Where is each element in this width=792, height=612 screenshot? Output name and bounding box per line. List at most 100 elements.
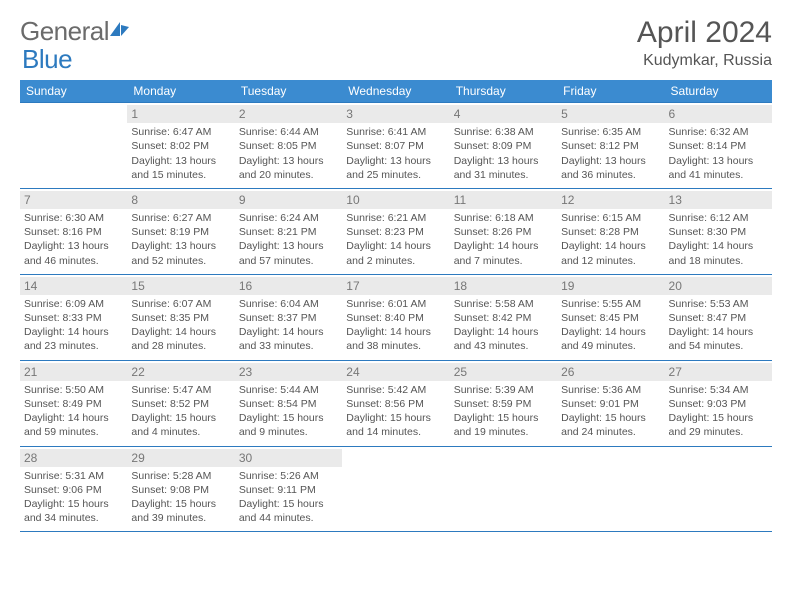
calendar-day-cell — [450, 446, 557, 532]
calendar-day-cell: 4 Sunrise: 6:38 AMSunset: 8:09 PMDaylight… — [450, 103, 557, 189]
day-number: 10 — [342, 191, 449, 209]
day-number: 26 — [557, 363, 664, 381]
calendar-day-cell: 14 Sunrise: 6:09 AMSunset: 8:33 PMDayligh… — [20, 274, 127, 360]
day-details: Sunrise: 5:28 AMSunset: 9:08 PMDaylight:… — [131, 469, 230, 526]
weekday-header: Tuesday — [235, 80, 342, 103]
calendar-day-cell: 7 Sunrise: 6:30 AMSunset: 8:16 PMDaylight… — [20, 188, 127, 274]
calendar-day-cell: 5 Sunrise: 6:35 AMSunset: 8:12 PMDaylight… — [557, 103, 664, 189]
calendar-day-cell: 6 Sunrise: 6:32 AMSunset: 8:14 PMDaylight… — [665, 103, 772, 189]
day-number: 5 — [557, 105, 664, 123]
day-details: Sunrise: 6:12 AMSunset: 8:30 PMDaylight:… — [669, 211, 768, 268]
day-details: Sunrise: 5:39 AMSunset: 8:59 PMDaylight:… — [454, 383, 553, 440]
day-number: 18 — [450, 277, 557, 295]
calendar-day-cell: 29 Sunrise: 5:28 AMSunset: 9:08 PMDayligh… — [127, 446, 234, 532]
day-number: 28 — [20, 449, 127, 467]
day-details: Sunrise: 6:32 AMSunset: 8:14 PMDaylight:… — [669, 125, 768, 182]
month-title: April 2024 — [637, 16, 772, 50]
day-number: 27 — [665, 363, 772, 381]
calendar-day-cell: 12 Sunrise: 6:15 AMSunset: 8:28 PMDayligh… — [557, 188, 664, 274]
calendar-day-cell — [20, 103, 127, 189]
day-details: Sunrise: 6:18 AMSunset: 8:26 PMDaylight:… — [454, 211, 553, 268]
day-number: 25 — [450, 363, 557, 381]
logo: General — [20, 16, 133, 47]
calendar-day-cell: 19 Sunrise: 5:55 AMSunset: 8:45 PMDayligh… — [557, 274, 664, 360]
day-number: 4 — [450, 105, 557, 123]
calendar-day-cell: 8 Sunrise: 6:27 AMSunset: 8:19 PMDaylight… — [127, 188, 234, 274]
day-details: Sunrise: 6:24 AMSunset: 8:21 PMDaylight:… — [239, 211, 338, 268]
weekday-header: Saturday — [665, 80, 772, 103]
weekday-header: Wednesday — [342, 80, 449, 103]
calendar-day-cell — [557, 446, 664, 532]
calendar-day-cell: 16Sunrise: 6:04 AMSunset: 8:37 PMDayligh… — [235, 274, 342, 360]
calendar-week-row: 7 Sunrise: 6:30 AMSunset: 8:16 PMDaylight… — [20, 188, 772, 274]
day-number: 21 — [20, 363, 127, 381]
calendar-day-cell: 1 Sunrise: 6:47 AMSunset: 8:02 PMDaylight… — [127, 103, 234, 189]
calendar-day-cell: 28Sunrise: 5:31 AMSunset: 9:06 PMDayligh… — [20, 446, 127, 532]
day-details: Sunrise: 6:07 AMSunset: 8:35 PMDaylight:… — [131, 297, 230, 354]
day-details: Sunrise: 5:50 AMSunset: 8:49 PMDaylight:… — [24, 383, 123, 440]
day-number: 24 — [342, 363, 449, 381]
day-details: Sunrise: 6:04 AMSunset: 8:37 PMDaylight:… — [239, 297, 338, 354]
logo-text-blue: Blue — [22, 44, 72, 74]
day-number: 3 — [342, 105, 449, 123]
day-number: 9 — [235, 191, 342, 209]
day-details: Sunrise: 5:34 AMSunset: 9:03 PMDaylight:… — [669, 383, 768, 440]
calendar-day-cell: 30Sunrise: 5:26 AMSunset: 9:11 PMDayligh… — [235, 446, 342, 532]
weekday-header: Friday — [557, 80, 664, 103]
day-details: Sunrise: 6:27 AMSunset: 8:19 PMDaylight:… — [131, 211, 230, 268]
day-details: Sunrise: 6:21 AMSunset: 8:23 PMDaylight:… — [346, 211, 445, 268]
calendar-day-cell: 17 Sunrise: 6:01 AMSunset: 8:40 PMDayligh… — [342, 274, 449, 360]
day-details: Sunrise: 6:01 AMSunset: 8:40 PMDaylight:… — [346, 297, 445, 354]
day-number: 17 — [342, 277, 449, 295]
calendar-day-cell — [342, 446, 449, 532]
day-number: 23 — [235, 363, 342, 381]
day-details: Sunrise: 5:53 AMSunset: 8:47 PMDaylight:… — [669, 297, 768, 354]
calendar-day-cell: 26 Sunrise: 5:36 AMSunset: 9:01 PMDayligh… — [557, 360, 664, 446]
calendar-day-cell: 3 Sunrise: 6:41 AMSunset: 8:07 PMDaylight… — [342, 103, 449, 189]
calendar-day-cell: 27 Sunrise: 5:34 AMSunset: 9:03 PMDayligh… — [665, 360, 772, 446]
calendar-week-row: 1 Sunrise: 6:47 AMSunset: 8:02 PMDaylight… — [20, 103, 772, 189]
day-number: 12 — [557, 191, 664, 209]
calendar-day-cell: 25 Sunrise: 5:39 AMSunset: 8:59 PMDayligh… — [450, 360, 557, 446]
day-number: 8 — [127, 191, 234, 209]
day-number: 6 — [665, 105, 772, 123]
logo-text-general: General — [20, 16, 109, 47]
calendar-day-cell: 15Sunrise: 6:07 AMSunset: 8:35 PMDayligh… — [127, 274, 234, 360]
day-details: Sunrise: 6:30 AMSunset: 8:16 PMDaylight:… — [24, 211, 123, 268]
day-number: 7 — [20, 191, 127, 209]
calendar-day-cell: 11 Sunrise: 6:18 AMSunset: 8:26 PMDayligh… — [450, 188, 557, 274]
day-details: Sunrise: 6:35 AMSunset: 8:12 PMDaylight:… — [561, 125, 660, 182]
day-number: 19 — [557, 277, 664, 295]
day-details: Sunrise: 6:15 AMSunset: 8:28 PMDaylight:… — [561, 211, 660, 268]
calendar-day-cell: 20 Sunrise: 5:53 AMSunset: 8:47 PMDayligh… — [665, 274, 772, 360]
day-details: Sunrise: 6:41 AMSunset: 8:07 PMDaylight:… — [346, 125, 445, 182]
calendar-day-cell: 10 Sunrise: 6:21 AMSunset: 8:23 PMDayligh… — [342, 188, 449, 274]
calendar-day-cell — [665, 446, 772, 532]
calendar-day-cell: 13Sunrise: 6:12 AMSunset: 8:30 PMDayligh… — [665, 188, 772, 274]
calendar-day-cell: 2Sunrise: 6:44 AMSunset: 8:05 PMDaylight… — [235, 103, 342, 189]
day-number: 1 — [127, 105, 234, 123]
day-details: Sunrise: 5:58 AMSunset: 8:42 PMDaylight:… — [454, 297, 553, 354]
weekday-header: Sunday — [20, 80, 127, 103]
day-number: 22 — [127, 363, 234, 381]
day-details: Sunrise: 6:38 AMSunset: 8:09 PMDaylight:… — [454, 125, 553, 182]
title-block: April 2024 Kudymkar, Russia — [637, 16, 772, 70]
day-details: Sunrise: 5:55 AMSunset: 8:45 PMDaylight:… — [561, 297, 660, 354]
day-number: 11 — [450, 191, 557, 209]
day-details: Sunrise: 6:09 AMSunset: 8:33 PMDaylight:… — [24, 297, 123, 354]
day-number: 29 — [127, 449, 234, 467]
day-number: 14 — [20, 277, 127, 295]
calendar-week-row: 14 Sunrise: 6:09 AMSunset: 8:33 PMDayligh… — [20, 274, 772, 360]
calendar-day-cell: 18 Sunrise: 5:58 AMSunset: 8:42 PMDayligh… — [450, 274, 557, 360]
calendar-day-cell: 9 Sunrise: 6:24 AMSunset: 8:21 PMDaylight… — [235, 188, 342, 274]
day-details: Sunrise: 5:42 AMSunset: 8:56 PMDaylight:… — [346, 383, 445, 440]
day-number: 20 — [665, 277, 772, 295]
location: Kudymkar, Russia — [637, 52, 772, 70]
calendar-body: 1 Sunrise: 6:47 AMSunset: 8:02 PMDaylight… — [20, 103, 772, 532]
calendar-day-cell: 22Sunrise: 5:47 AMSunset: 8:52 PMDayligh… — [127, 360, 234, 446]
logo-sail-icon — [109, 21, 131, 37]
day-number: 2 — [235, 105, 342, 123]
day-details: Sunrise: 5:36 AMSunset: 9:01 PMDaylight:… — [561, 383, 660, 440]
day-details: Sunrise: 6:47 AMSunset: 8:02 PMDaylight:… — [131, 125, 230, 182]
calendar-table: Sunday Monday Tuesday Wednesday Thursday… — [20, 80, 772, 532]
